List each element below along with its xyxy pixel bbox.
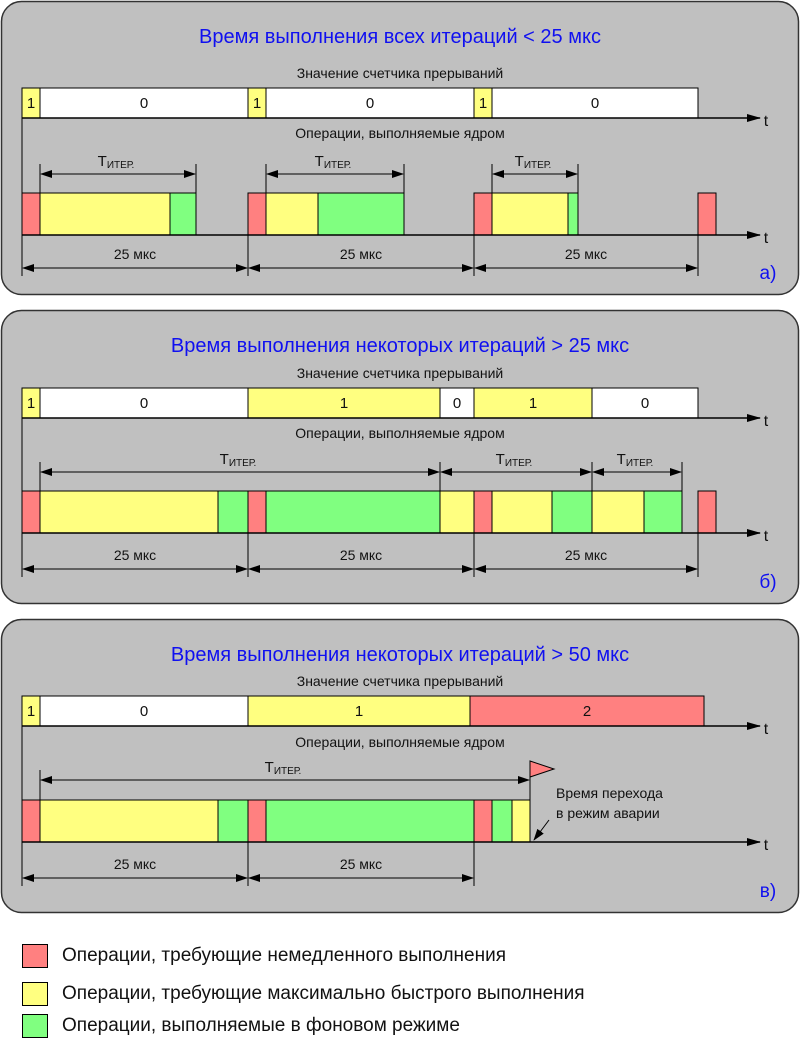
ops-title: Операции, выполняемые ядром [295, 734, 504, 750]
counter-value: 0 [140, 703, 148, 720]
operation-block-red [21, 799, 41, 843]
counter-value: 1 [479, 95, 487, 112]
legend-label: Операции, выполняемые в фоновом режиме [62, 1015, 460, 1036]
counter-value: 1 [529, 395, 537, 412]
panel-2: Время выполнения некоторых итераций > 25… [0, 309, 800, 605]
counter-value: 1 [27, 703, 35, 720]
counter-cell [39, 695, 249, 727]
operation-block-yellow [39, 490, 219, 534]
operation-block-yellow [439, 490, 475, 534]
counter-cell [469, 695, 705, 727]
operation-block-yellow [511, 799, 531, 843]
counter-title: Значение счетчика прерываний [297, 365, 504, 381]
operation-block-red [697, 490, 717, 534]
operation-block-yellow [491, 490, 553, 534]
axis-label-t: t [764, 413, 769, 430]
period-label: 25 мкс [340, 547, 382, 563]
counter-value: 1 [355, 703, 363, 720]
panel-letter: а) [760, 263, 777, 284]
counter-value: 0 [140, 395, 148, 412]
panel-title: Время выполнения всех итераций < 25 мкс [199, 26, 601, 48]
ops-title: Операции, выполняемые ядром [295, 425, 504, 441]
operation-block-green [643, 490, 683, 534]
legend-swatch-red [22, 944, 48, 968]
operation-block-red [473, 192, 493, 236]
operation-block-red [473, 799, 493, 843]
counter-title: Значение счетчика прерываний [297, 673, 504, 689]
operation-block-green [551, 490, 593, 534]
panel-background [0, 0, 800, 296]
panel-letter: в) [760, 881, 776, 902]
operation-block-green [567, 192, 579, 236]
operation-block-green [265, 490, 441, 534]
period-label: 25 мкс [565, 246, 607, 262]
legend-swatch-yellow [22, 982, 48, 1006]
operation-block-yellow [591, 490, 645, 534]
operation-block-green [491, 799, 513, 843]
operation-block-red [473, 490, 493, 534]
operation-block-green [317, 192, 405, 236]
counter-value: 1 [27, 395, 35, 412]
operation-block-yellow [265, 192, 319, 236]
operation-block-green [217, 799, 249, 843]
counter-title: Значение счетчика прерываний [297, 65, 504, 81]
counter-cell [591, 387, 699, 419]
axis-label-t: t [764, 837, 769, 854]
counter-value: 1 [27, 95, 35, 112]
period-label: 25 мкс [565, 547, 607, 563]
operation-block-red [247, 799, 267, 843]
legend-swatch-green [22, 1014, 48, 1038]
counter-value: 2 [583, 703, 591, 720]
panel-letter: б) [759, 572, 776, 593]
operation-block-green [217, 490, 249, 534]
failure-flag-icon [529, 760, 556, 778]
panel-1: Время выполнения всех итераций < 25 мкс а… [0, 0, 800, 296]
period-label: 25 мкс [340, 856, 382, 872]
period-label: 25 мкс [114, 547, 156, 563]
panel-3: Время выполнения некоторых итераций > 50… [0, 618, 800, 914]
failure-label: Время перехода [556, 785, 663, 801]
ops-title: Операции, выполняемые ядром [295, 125, 504, 141]
period-label: 25 мкс [340, 246, 382, 262]
counter-value: 1 [340, 395, 348, 412]
legend-label: Операции, требующие максимально быстрого… [62, 983, 585, 1004]
operation-block-yellow [39, 799, 219, 843]
operation-block-yellow [491, 192, 569, 236]
period-label: 25 мкс [114, 246, 156, 262]
counter-value: 0 [366, 95, 374, 112]
operation-block-red [21, 192, 41, 236]
operation-block-red [21, 490, 41, 534]
counter-cell [247, 387, 441, 419]
counter-value: 1 [253, 95, 261, 112]
axis-label-t: t [764, 721, 769, 738]
counter-value: 0 [591, 95, 599, 112]
axis-label-t: t [764, 113, 769, 130]
operation-block-red [697, 192, 717, 236]
failure-label: в режим аварии [556, 805, 660, 821]
operation-block-red [247, 192, 267, 236]
operation-block-green [169, 192, 197, 236]
operation-block-green [265, 799, 475, 843]
counter-value: 0 [453, 395, 461, 412]
counter-cell [491, 87, 699, 119]
axis-label-t: t [764, 230, 769, 247]
timing-diagram: Время выполнения всех итераций < 25 мкс а… [0, 0, 800, 914]
counter-value: 0 [140, 95, 148, 112]
panel-title: Время выполнения некоторых итераций > 50… [171, 644, 629, 666]
failure-pointer [533, 819, 550, 841]
counter-cell [247, 695, 471, 727]
operation-block-red [247, 490, 267, 534]
operation-block-yellow [39, 192, 171, 236]
legend-label: Операции, требующие немедленного выполне… [62, 945, 507, 966]
period-label: 25 мкс [114, 856, 156, 872]
panel-title: Время выполнения некоторых итераций > 25… [171, 335, 629, 357]
axis-label-t: t [764, 528, 769, 545]
counter-value: 0 [641, 395, 649, 412]
